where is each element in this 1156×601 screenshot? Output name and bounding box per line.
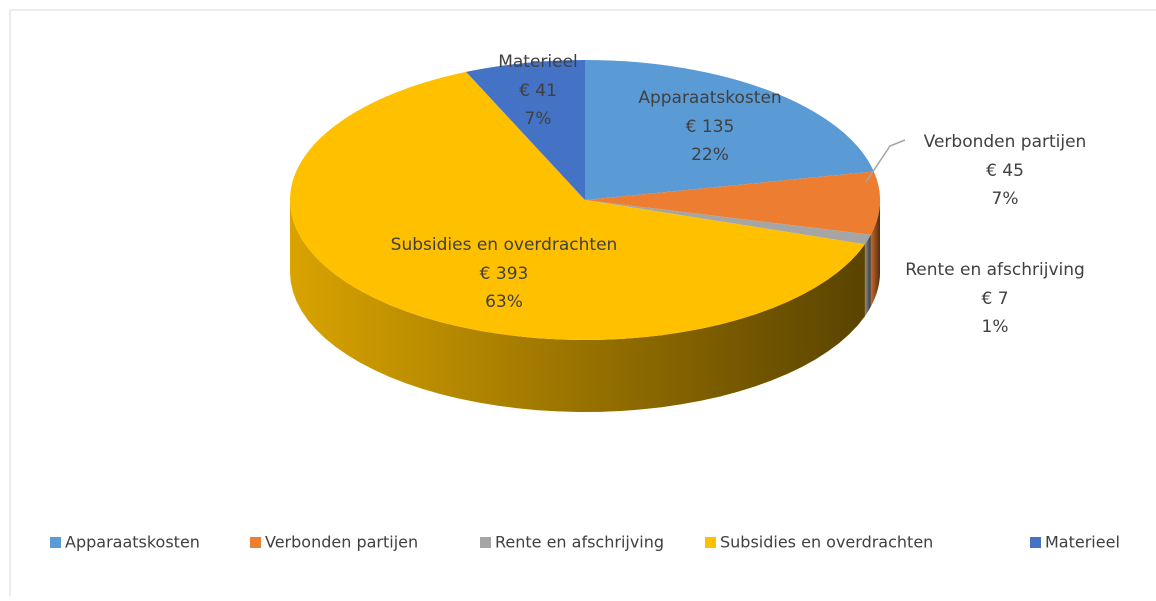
- legend-swatch: [1030, 537, 1041, 548]
- legend: Apparaatskosten Verbonden partijen Rente e…: [50, 533, 1120, 552]
- legend-label: Materieel: [1045, 533, 1120, 552]
- pie-slice: [585, 60, 874, 200]
- legend-swatch: [705, 537, 716, 548]
- value-label: € 7: [981, 289, 1008, 309]
- pie-side-shade: [290, 200, 865, 412]
- legend-label: Rente en afschrijving: [495, 533, 664, 552]
- percent-label: 1%: [982, 317, 1009, 337]
- pie-side-shade: [864, 234, 871, 317]
- leader-line: [865, 139, 906, 183]
- pie-slice: [585, 171, 880, 235]
- chart-border: [9, 9, 1156, 601]
- legend-swatch: [480, 537, 491, 548]
- pie-tops: [289, 60, 880, 340]
- pie-side-shade: [870, 200, 880, 307]
- category-label: Verbonden partijen: [924, 132, 1087, 152]
- legend-swatch: [250, 537, 261, 548]
- pie-slice: [585, 200, 871, 245]
- value-label: € 393: [480, 264, 529, 284]
- pie-sides: [290, 200, 880, 412]
- value-label: € 41: [519, 81, 557, 101]
- value-label: € 135: [686, 117, 735, 137]
- legend-label: Subsidies en overdrachten: [720, 533, 933, 552]
- pie-slice: [289, 71, 865, 340]
- percent-label: 7%: [525, 109, 552, 129]
- category-label: Apparaatskosten: [638, 88, 781, 108]
- percent-label: 63%: [485, 292, 523, 312]
- category-label: Rente en afschrijving: [905, 260, 1085, 280]
- pie-slice: [466, 60, 585, 200]
- category-label: Subsidies en overdrachten: [391, 235, 618, 255]
- category-label: Materieel: [498, 52, 578, 72]
- percent-label: 7%: [992, 189, 1019, 209]
- legend-label: Verbonden partijen: [265, 533, 418, 552]
- percent-label: 22%: [691, 145, 729, 165]
- value-label: € 45: [986, 161, 1024, 181]
- data-labels: Apparaatskosten € 135 22% Verbonden partije…: [391, 52, 1087, 337]
- legend-label: Apparaatskosten: [65, 533, 200, 552]
- legend-swatch: [50, 537, 61, 548]
